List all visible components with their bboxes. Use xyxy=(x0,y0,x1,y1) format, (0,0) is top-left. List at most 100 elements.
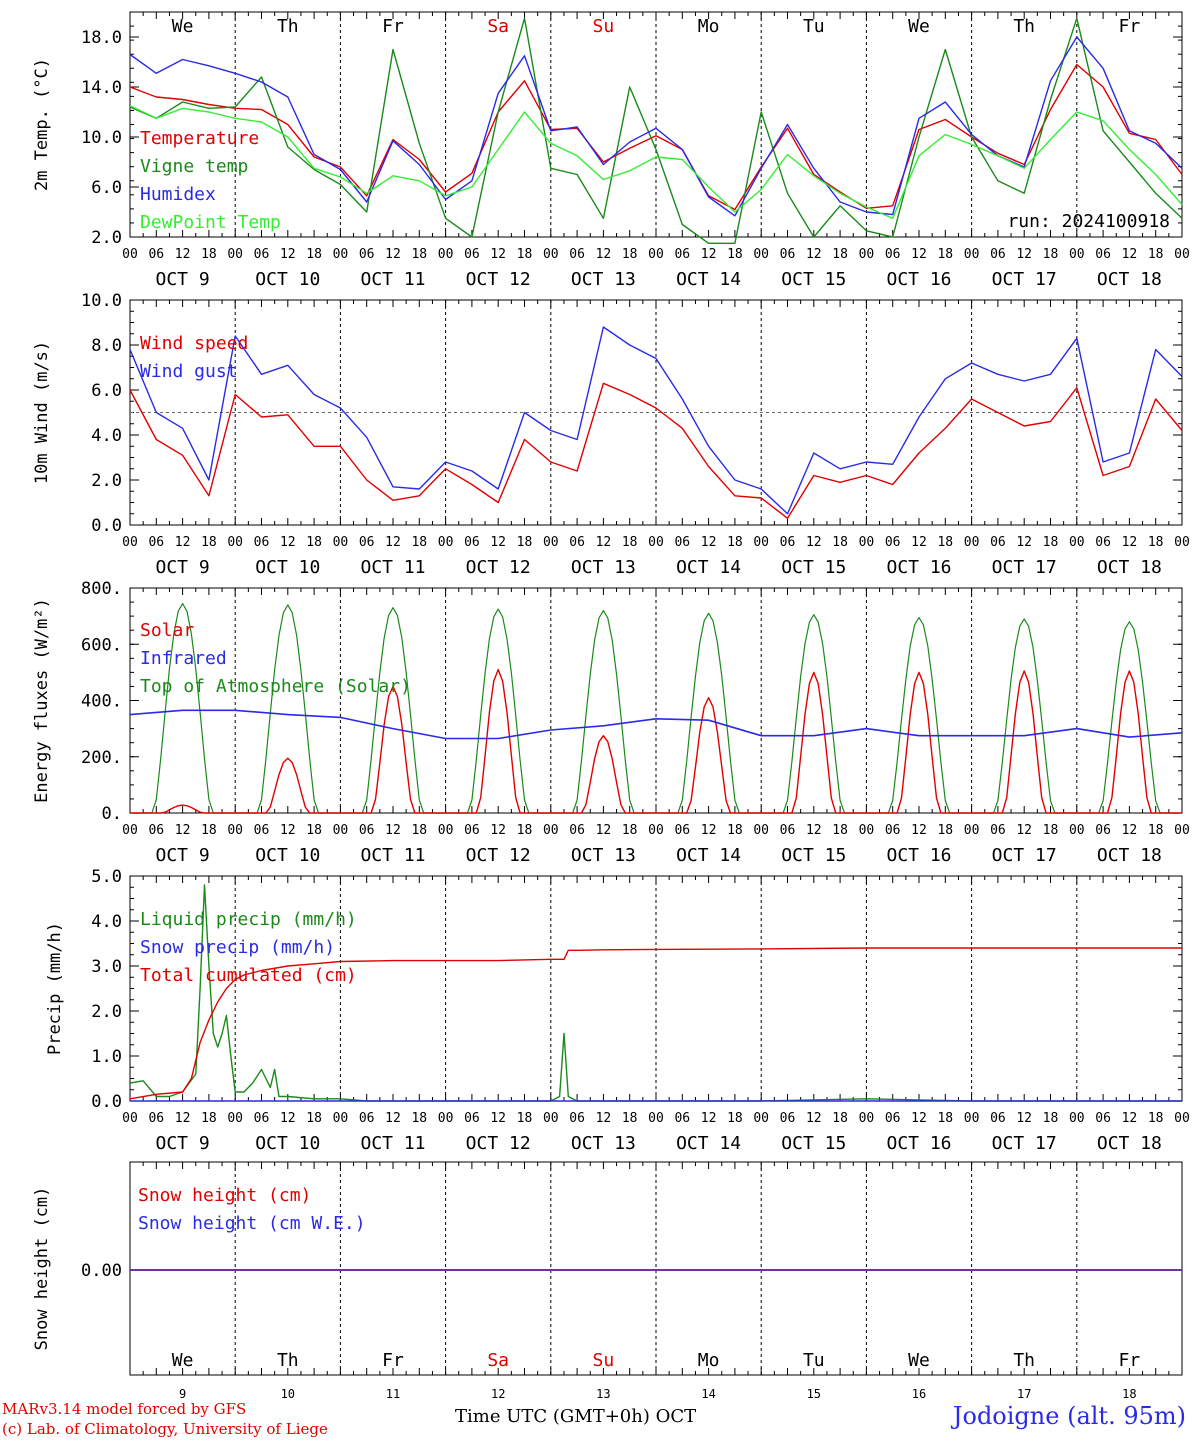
hour-tick-label: 12 xyxy=(806,535,822,550)
hour-tick-label: 18 xyxy=(306,823,322,838)
hour-tick-label: 18 xyxy=(1148,823,1164,838)
date-number-label: 14 xyxy=(701,1387,715,1401)
y-tick-label: 4.0 xyxy=(91,912,122,932)
date-label: OCT 18 xyxy=(1097,845,1162,866)
hour-tick-label: 06 xyxy=(1095,1111,1111,1126)
hour-tick-label: 12 xyxy=(175,535,191,550)
hour-tick-label: 18 xyxy=(1148,535,1164,550)
day-label: Fr xyxy=(382,1350,404,1371)
hour-tick-label: 18 xyxy=(622,247,638,262)
hour-tick-label: 06 xyxy=(569,1111,585,1126)
hour-tick-label: 18 xyxy=(832,1111,848,1126)
y-tick-label: 2.0 xyxy=(91,471,122,491)
hour-tick-label: 12 xyxy=(385,1111,401,1126)
day-label: Th xyxy=(277,16,299,37)
series-dewpoint-temp xyxy=(129,105,1183,220)
y-tick-label: 0. xyxy=(102,804,122,824)
day-label: Tu xyxy=(803,16,825,37)
y-axis-label: 2m Temp. (°C) xyxy=(32,58,52,191)
hour-tick-label: 18 xyxy=(832,823,848,838)
date-number-label: 11 xyxy=(386,1387,400,1401)
panel-4: Precip (mm/h) 0.0 1.0 2.0 3.0 4.0 5.0 00 06 12 18 0… xyxy=(45,867,1190,1154)
legend-entry: Wind gust xyxy=(140,361,238,382)
footer-xlabel: Time UTC (GMT+0h) OCT xyxy=(455,1406,697,1427)
y-tick-label: 14.0 xyxy=(81,78,122,98)
day-label: Sa xyxy=(487,1350,509,1371)
hour-tick-label: 00 xyxy=(1174,247,1190,262)
hour-tick-label: 12 xyxy=(280,823,296,838)
hour-tick-label: 18 xyxy=(517,823,533,838)
series-wind-gust xyxy=(129,326,1183,515)
hour-tick-label: 06 xyxy=(885,535,901,550)
hour-tick-label: 18 xyxy=(306,1111,322,1126)
date-label: OCT 18 xyxy=(1097,1133,1162,1154)
date-number-label: 12 xyxy=(491,1387,505,1401)
hour-tick-label: 06 xyxy=(254,535,270,550)
hour-tick-label: 06 xyxy=(359,535,375,550)
hour-tick-label: 06 xyxy=(885,1111,901,1126)
hour-tick-label: 06 xyxy=(359,1111,375,1126)
hour-tick-label: 06 xyxy=(569,247,585,262)
station-name: Jodoigne (alt. 95m) xyxy=(952,1402,1186,1430)
hour-tick-label: 00 xyxy=(648,247,664,262)
hour-tick-label: 18 xyxy=(201,535,217,550)
day-label: Fr xyxy=(382,16,404,37)
hour-tick-label: 00 xyxy=(122,1111,138,1126)
hour-tick-label: 00 xyxy=(122,823,138,838)
hour-tick-label: 18 xyxy=(727,535,743,550)
hour-tick-label: 00 xyxy=(227,823,243,838)
hour-tick-label: 00 xyxy=(1069,1111,1085,1126)
day-label: Th xyxy=(1013,1350,1035,1371)
legend-entry: Solar xyxy=(140,620,194,641)
hour-tick-label: 06 xyxy=(885,823,901,838)
hour-tick-label: 18 xyxy=(517,535,533,550)
hour-tick-label: 18 xyxy=(1043,535,1059,550)
y-axis-label: Energy fluxes (W/m²) xyxy=(32,598,52,803)
hour-tick-label: 06 xyxy=(569,535,585,550)
hour-tick-label: 12 xyxy=(490,1111,506,1126)
date-label: OCT 15 xyxy=(781,269,846,290)
hour-tick-label: 18 xyxy=(622,535,638,550)
hour-tick-label: 06 xyxy=(780,247,796,262)
date-label: OCT 16 xyxy=(886,557,951,578)
hour-tick-label: 00 xyxy=(122,535,138,550)
hour-tick-label: 06 xyxy=(254,1111,270,1126)
hour-tick-label: 06 xyxy=(464,823,480,838)
date-label: OCT 14 xyxy=(676,1133,741,1154)
series-wind-speed xyxy=(129,382,1183,519)
run-label: run: 2024100918 xyxy=(1007,211,1170,232)
hour-tick-label: 00 xyxy=(859,247,875,262)
hour-tick-label: 06 xyxy=(148,535,164,550)
date-label: OCT 16 xyxy=(886,1133,951,1154)
series-vigne-temp xyxy=(129,17,1183,245)
hour-tick-label: 00 xyxy=(1174,535,1190,550)
hour-tick-label: 18 xyxy=(622,823,638,838)
legend-entry: DewPoint Temp xyxy=(140,212,281,233)
hour-tick-label: 00 xyxy=(1069,247,1085,262)
y-tick-label: 2.0 xyxy=(91,1002,122,1022)
hour-tick-label: 18 xyxy=(937,247,953,262)
date-label: OCT 12 xyxy=(466,269,531,290)
hour-tick-label: 06 xyxy=(359,823,375,838)
hour-tick-label: 12 xyxy=(490,535,506,550)
date-label: OCT 14 xyxy=(676,557,741,578)
hour-tick-label: 18 xyxy=(411,535,427,550)
day-label: Fr xyxy=(1119,1350,1141,1371)
hour-tick-label: 00 xyxy=(227,535,243,550)
legend-entry: Wind speed xyxy=(140,333,248,354)
hour-tick-label: 12 xyxy=(596,247,612,262)
hour-tick-label: 18 xyxy=(1043,1111,1059,1126)
panel-5: Snow height (cm) We Th Fr Sa Su Mo Tu We Th Fr 9 10 1… xyxy=(32,1161,1183,1401)
date-label: OCT 10 xyxy=(255,845,320,866)
hour-tick-label: 12 xyxy=(1016,1111,1032,1126)
hour-tick-label: 18 xyxy=(727,1111,743,1126)
hour-tick-label: 18 xyxy=(727,823,743,838)
date-label: OCT 12 xyxy=(466,845,531,866)
date-label: OCT 9 xyxy=(156,269,210,290)
date-label: OCT 11 xyxy=(360,1133,425,1154)
date-label: OCT 13 xyxy=(571,845,636,866)
legend-entry: Snow precip (mm/h) xyxy=(140,937,335,958)
hour-tick-label: 00 xyxy=(333,535,349,550)
date-label: OCT 9 xyxy=(156,1133,210,1154)
hour-tick-label: 06 xyxy=(990,1111,1006,1126)
